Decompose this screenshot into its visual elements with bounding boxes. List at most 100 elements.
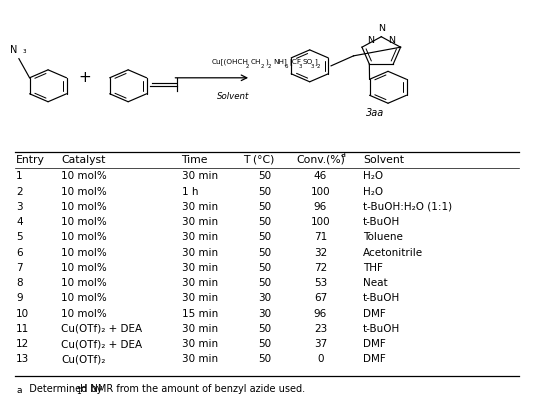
Text: DMF: DMF [363,309,386,319]
Text: 6: 6 [16,248,22,258]
Text: ]: ] [314,58,317,65]
Text: t-BuOH: t-BuOH [363,324,400,334]
Text: N: N [378,24,385,33]
Text: 2: 2 [245,64,249,69]
Text: 50: 50 [258,217,271,227]
Text: 50: 50 [258,263,271,273]
Text: 3aa: 3aa [366,108,384,118]
Text: 1: 1 [16,171,22,182]
Text: 2: 2 [261,64,264,69]
Text: DMF: DMF [363,339,386,349]
Text: SO: SO [302,59,313,65]
Text: 96: 96 [314,202,327,212]
Text: 30 min: 30 min [182,217,218,227]
Text: 53: 53 [314,278,327,288]
Text: N: N [388,36,395,45]
Text: NH]: NH] [273,58,287,65]
Text: 50: 50 [258,324,271,334]
Text: 11: 11 [16,324,29,334]
Text: 10 mol%: 10 mol% [61,232,107,242]
Text: 4: 4 [16,217,22,227]
Text: t-BuOH: t-BuOH [363,293,400,303]
Text: Catalyst: Catalyst [61,154,106,165]
Text: 10 mol%: 10 mol% [61,278,107,288]
Text: 30 min: 30 min [182,339,218,349]
Text: 50: 50 [258,354,271,364]
Text: 30 min: 30 min [182,354,218,364]
Text: Solvent: Solvent [217,92,249,101]
Text: 30 min: 30 min [182,293,218,303]
Text: Determined by: Determined by [23,384,106,394]
Text: 10 mol%: 10 mol% [61,293,107,303]
Text: 50: 50 [258,339,271,349]
Text: 2: 2 [268,64,271,69]
Text: Toluene: Toluene [363,232,403,242]
Text: H₂O: H₂O [363,171,383,182]
Text: Entry: Entry [16,154,45,165]
Text: 8: 8 [16,278,22,288]
Text: 30 min: 30 min [182,278,218,288]
Text: CH: CH [250,59,261,65]
Text: 15 min: 15 min [182,309,218,319]
Text: Cu(OTf)₂ + DEA: Cu(OTf)₂ + DEA [61,339,143,349]
Text: 10 mol%: 10 mol% [61,217,107,227]
Text: 30 min: 30 min [182,324,218,334]
Text: THF: THF [363,263,383,273]
Text: Conv.(%): Conv.(%) [296,154,345,165]
Text: 10: 10 [16,309,29,319]
Text: 10 mol%: 10 mol% [61,263,107,273]
Text: 13: 13 [16,354,29,364]
Text: 50: 50 [258,278,271,288]
Text: +: + [78,70,91,85]
Text: 50: 50 [258,171,271,182]
Text: 1: 1 [76,387,81,396]
Text: 30 min: 30 min [182,202,218,212]
Text: 67: 67 [314,293,327,303]
Text: 3: 3 [16,202,22,212]
Text: 10 mol%: 10 mol% [61,309,107,319]
Text: a: a [340,150,345,159]
Text: 1 h: 1 h [182,187,198,197]
Text: 30 min: 30 min [182,263,218,273]
Text: Cu(OTf)₂ + DEA: Cu(OTf)₂ + DEA [61,324,143,334]
Text: 50: 50 [258,202,271,212]
Text: ): ) [265,59,268,65]
Text: 10 mol%: 10 mol% [61,248,107,258]
Text: 10 mol%: 10 mol% [61,171,107,182]
Text: H₂O: H₂O [363,187,383,197]
Text: 30: 30 [258,309,271,319]
Text: 37: 37 [314,339,327,349]
Text: 6: 6 [285,64,288,69]
Text: 50: 50 [258,232,271,242]
Text: 3: 3 [299,64,302,69]
Text: t-BuOH:H₂O (1:1): t-BuOH:H₂O (1:1) [363,202,452,212]
Text: Acetonitrile: Acetonitrile [363,248,423,258]
Text: 10 mol%: 10 mol% [61,187,107,197]
Text: Solvent: Solvent [363,154,404,165]
Text: Cu(OTf)₂: Cu(OTf)₂ [61,354,106,364]
Text: Neat: Neat [363,278,388,288]
Text: H NMR from the amount of benzyl azide used.: H NMR from the amount of benzyl azide us… [80,384,305,394]
Text: 0: 0 [317,354,324,364]
Text: 2: 2 [317,64,320,69]
Text: 30 min: 30 min [182,171,218,182]
Text: 50: 50 [258,187,271,197]
Text: 46: 46 [314,171,327,182]
Text: 71: 71 [314,232,327,242]
Text: 30 min: 30 min [182,248,218,258]
Text: 12: 12 [16,339,29,349]
Text: 3: 3 [310,64,314,69]
Text: 23: 23 [314,324,327,334]
Text: 30 min: 30 min [182,232,218,242]
Text: T (°C): T (°C) [243,154,274,165]
Text: 32: 32 [314,248,327,258]
Text: t-BuOH: t-BuOH [363,217,400,227]
Text: 30: 30 [258,293,271,303]
Text: Cu[(OHCH: Cu[(OHCH [211,58,249,65]
Text: [CF: [CF [289,58,301,65]
Text: 96: 96 [314,309,327,319]
Text: 50: 50 [258,248,271,258]
Text: 5: 5 [16,232,22,242]
Text: 100: 100 [311,217,330,227]
Text: ₃: ₃ [22,46,26,55]
